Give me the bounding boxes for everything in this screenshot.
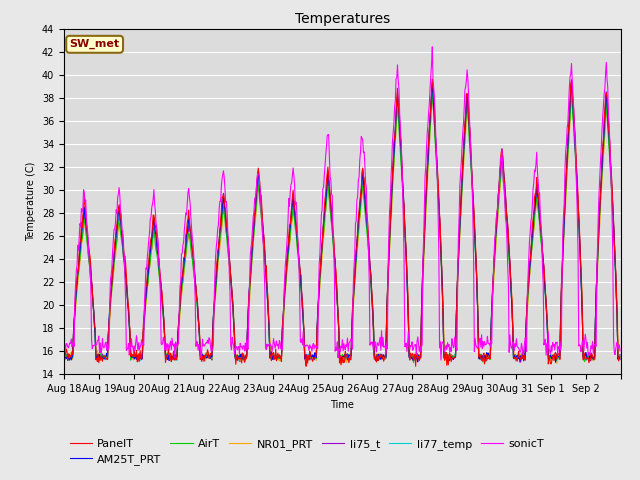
AirT xyxy=(228,287,236,293)
PanelT xyxy=(428,76,436,82)
li77_temp xyxy=(276,354,284,360)
AM25T_PRT xyxy=(568,78,575,84)
sonicT xyxy=(431,114,439,120)
li75_t xyxy=(60,352,68,358)
NR01_PRT xyxy=(228,282,236,288)
AM25T_PRT xyxy=(276,354,284,360)
Line: li75_t: li75_t xyxy=(64,83,620,362)
PanelT xyxy=(228,282,236,288)
sonicT xyxy=(228,347,236,353)
Legend: PanelT, AM25T_PRT, AirT, NR01_PRT, li75_t, li77_temp, sonicT: PanelT, AM25T_PRT, AirT, NR01_PRT, li75_… xyxy=(70,439,545,465)
NR01_PRT xyxy=(60,358,68,363)
li75_t xyxy=(228,287,236,292)
Line: sonicT: sonicT xyxy=(64,47,620,360)
sonicT xyxy=(255,171,263,177)
sonicT xyxy=(125,352,133,358)
li75_t xyxy=(431,120,438,126)
NR01_PRT xyxy=(125,320,133,325)
AirT xyxy=(399,198,407,204)
PanelT xyxy=(125,319,133,325)
li77_temp xyxy=(255,181,263,187)
Line: AM25T_PRT: AM25T_PRT xyxy=(64,81,620,362)
AirT xyxy=(428,89,436,95)
AM25T_PRT xyxy=(552,360,559,365)
sonicT xyxy=(428,44,436,50)
NR01_PRT xyxy=(616,357,624,362)
sonicT xyxy=(437,357,445,363)
PanelT xyxy=(432,144,440,150)
AirT xyxy=(410,360,417,365)
AirT xyxy=(60,357,68,363)
Title: Temperatures: Temperatures xyxy=(295,12,390,26)
AM25T_PRT xyxy=(616,356,624,362)
sonicT xyxy=(60,344,68,349)
NR01_PRT xyxy=(568,94,575,99)
NR01_PRT xyxy=(431,121,438,127)
AM25T_PRT xyxy=(125,320,133,326)
li75_t xyxy=(616,352,624,358)
AirT xyxy=(616,354,624,360)
Line: li77_temp: li77_temp xyxy=(64,81,620,361)
X-axis label: Time: Time xyxy=(330,400,355,409)
li77_temp xyxy=(616,353,624,359)
NR01_PRT xyxy=(276,358,284,364)
NR01_PRT xyxy=(399,189,407,195)
AM25T_PRT xyxy=(228,283,236,289)
AM25T_PRT xyxy=(255,177,263,182)
PanelT xyxy=(255,172,263,178)
AM25T_PRT xyxy=(431,114,438,120)
AirT xyxy=(432,149,440,155)
PanelT xyxy=(302,363,310,369)
AirT xyxy=(125,322,133,328)
li75_t xyxy=(125,322,133,328)
li75_t xyxy=(276,358,284,363)
PanelT xyxy=(616,354,624,360)
li77_temp xyxy=(431,119,438,125)
PanelT xyxy=(60,348,68,354)
li77_temp xyxy=(125,318,133,324)
sonicT xyxy=(616,348,624,354)
NR01_PRT xyxy=(553,360,561,366)
li75_t xyxy=(516,360,524,365)
Line: NR01_PRT: NR01_PRT xyxy=(64,96,620,363)
Line: PanelT: PanelT xyxy=(64,79,620,366)
li77_temp xyxy=(483,358,490,364)
AM25T_PRT xyxy=(399,190,407,195)
AM25T_PRT xyxy=(60,351,68,357)
Y-axis label: Temperature (C): Temperature (C) xyxy=(26,162,36,241)
li75_t xyxy=(568,80,575,86)
li75_t xyxy=(255,185,263,191)
sonicT xyxy=(276,339,284,345)
AirT xyxy=(255,190,263,196)
li75_t xyxy=(399,193,407,199)
PanelT xyxy=(400,202,408,207)
li77_temp xyxy=(60,352,68,358)
Line: AirT: AirT xyxy=(64,92,620,362)
li77_temp xyxy=(228,286,236,292)
li77_temp xyxy=(399,192,407,198)
NR01_PRT xyxy=(255,186,263,192)
Text: SW_met: SW_met xyxy=(70,39,120,49)
PanelT xyxy=(276,356,284,361)
AirT xyxy=(276,355,284,360)
li77_temp xyxy=(568,78,575,84)
sonicT xyxy=(399,215,407,221)
